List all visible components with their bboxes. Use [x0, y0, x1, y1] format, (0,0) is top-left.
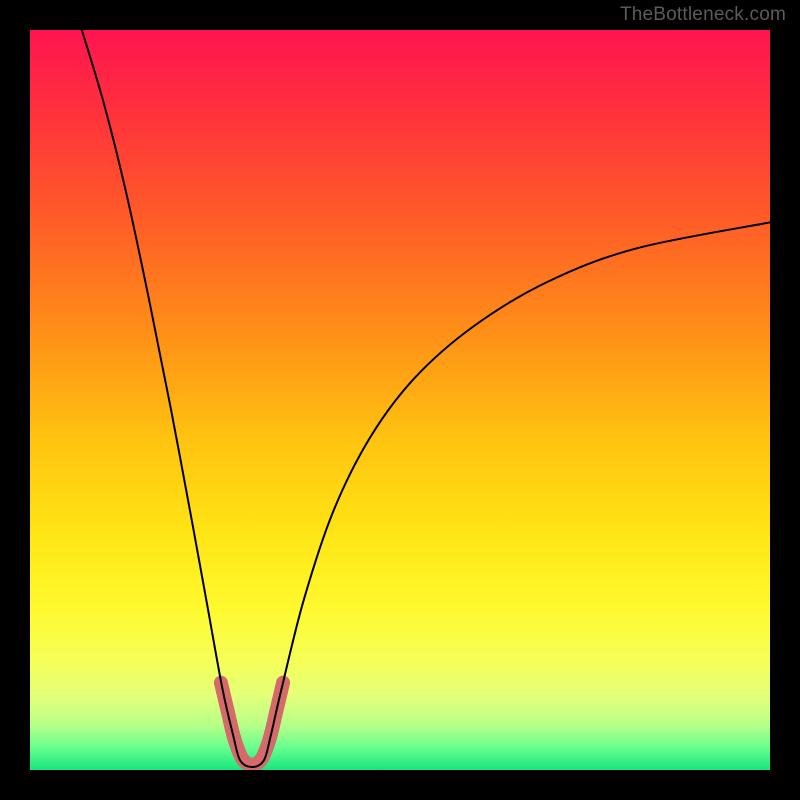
watermark-text: TheBottleneck.com — [620, 4, 786, 26]
chart-frame: TheBottleneck.com — [0, 0, 800, 800]
bottleneck-chart-svg — [0, 0, 800, 800]
plot-background — [30, 30, 770, 770]
